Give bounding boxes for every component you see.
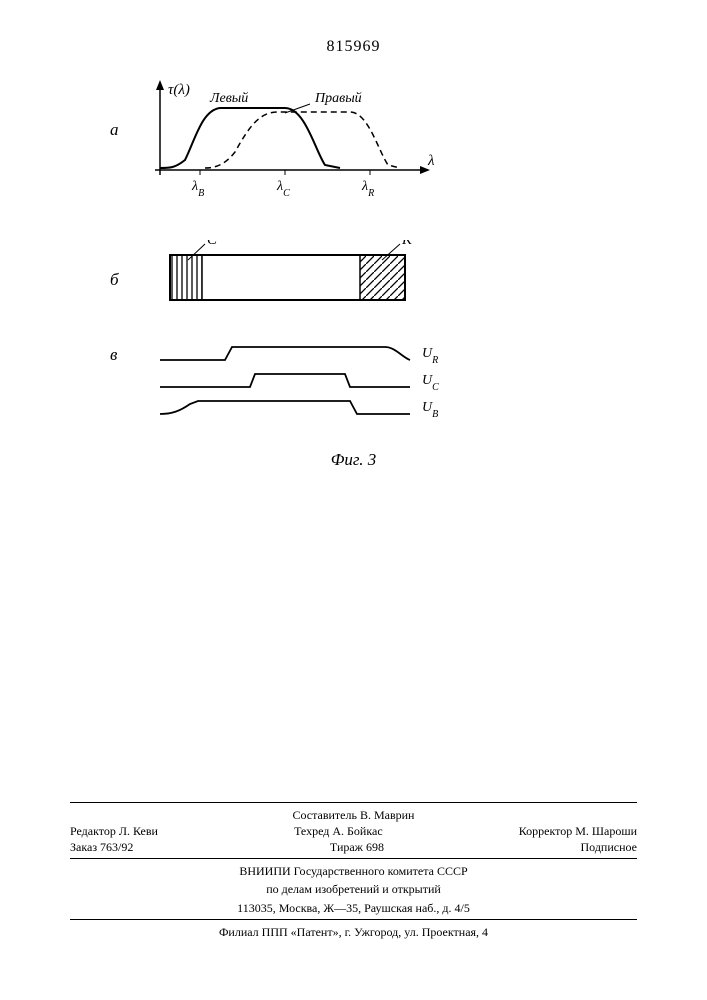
footer-subscription: Подписное (581, 839, 638, 855)
figure-caption: Фиг. 3 (0, 450, 707, 470)
panel-c: UR UC UB в (110, 340, 470, 440)
x-axis-label: λ (427, 153, 435, 169)
footer-addr2: Филиал ППП «Патент», г. Ужгород, ул. Про… (70, 924, 637, 940)
hatch-right (360, 255, 405, 300)
signal-uc (160, 374, 410, 387)
signal-ub (160, 401, 410, 414)
footer: Составитель В. Маврин Редактор Л. Кеви Т… (70, 799, 637, 940)
footer-tirage: Тираж 698 (330, 839, 384, 855)
xtick-0: λB (191, 179, 204, 199)
signal-ur (160, 347, 410, 360)
curve-left (160, 108, 340, 168)
footer-techred: Техред А. Бойкас (294, 823, 383, 839)
footer-addr1: 113035, Москва, Ж—35, Раушская наб., д. … (70, 900, 637, 916)
footer-order: Заказ 763/92 (70, 839, 133, 855)
panel-b: С К б (110, 240, 470, 320)
panel-a: τ(λ) λ Левый Правый λB λC λR а (110, 80, 470, 210)
y-axis-label: τ(λ) (168, 82, 190, 98)
panel-a-label: а (110, 120, 119, 139)
curve-left-label: Левый (209, 91, 248, 106)
footer-org2: по делам изобретений и открытий (70, 881, 637, 897)
label-k: К (401, 240, 413, 248)
signal-uc-label: UC (422, 373, 439, 393)
signal-ur-label: UR (422, 346, 438, 366)
footer-compiler: Составитель В. Маврин (70, 807, 637, 823)
xtick-2: λR (361, 179, 374, 199)
footer-editor: Редактор Л. Кеви (70, 823, 158, 839)
hatch-left (170, 255, 202, 300)
curve-right-label: Правый (314, 91, 362, 106)
panel-c-label: в (110, 345, 118, 364)
xtick-1: λC (276, 179, 290, 199)
footer-corrector: Корректор М. Шароши (519, 823, 637, 839)
footer-org1: ВНИИПИ Государственного комитета СССР (70, 863, 637, 879)
label-c: С (207, 240, 218, 248)
signal-ub-label: UB (422, 400, 438, 420)
panel-b-label: б (110, 270, 119, 289)
patent-number: 815969 (0, 38, 707, 56)
